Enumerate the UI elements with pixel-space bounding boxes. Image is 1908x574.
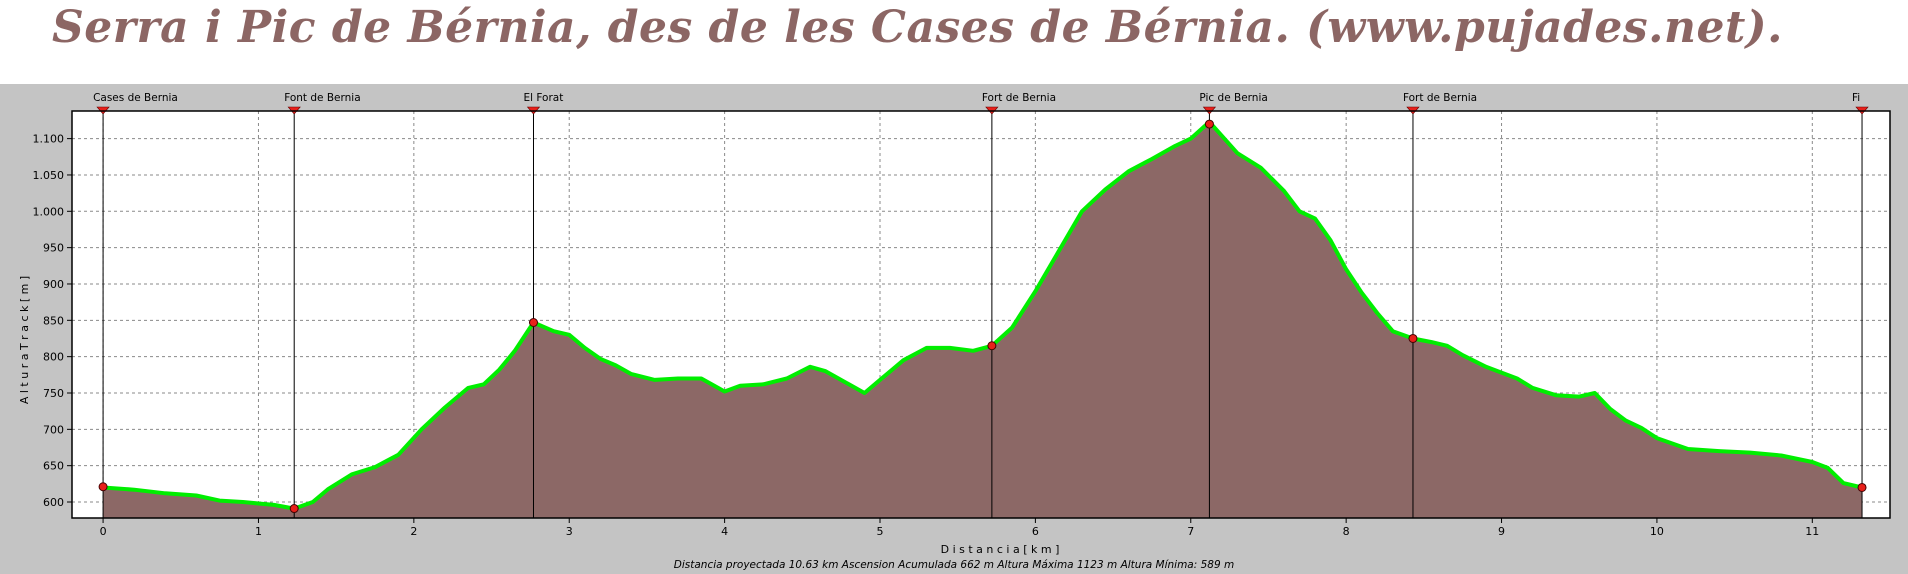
x-tick-label: 4 xyxy=(721,525,728,538)
x-tick-label: 7 xyxy=(1187,525,1194,538)
plot-frame xyxy=(71,110,1891,519)
waypoint-marker xyxy=(1204,119,1214,129)
x-tick-label: 6 xyxy=(1032,525,1039,538)
y-tick-label: 650 xyxy=(43,460,64,473)
waypoint-label: Cases de Bernia xyxy=(93,92,178,104)
y-tick-label: 750 xyxy=(43,387,64,400)
y-tick-label: 700 xyxy=(43,423,64,436)
x-axis-label: D i s t a n c i a [ k m ] xyxy=(941,543,1060,556)
x-tick-label: 5 xyxy=(877,525,884,538)
elevation-area xyxy=(103,121,1863,519)
waypoint-label: Fort de Bernia xyxy=(982,92,1056,104)
elevation-profile-chart: Cases de Bernia Font de Bernia El Forat For… xyxy=(0,84,1908,574)
y-tick-label: 600 xyxy=(43,496,64,509)
title-band: Serra i Pic de Bérnia, des de les Cases … xyxy=(0,0,1908,84)
y-tick-label: 850 xyxy=(43,314,64,327)
waypoint-marker xyxy=(98,482,108,492)
waypoint-label: Fort de Bernia xyxy=(1403,92,1477,104)
waypoint-marker xyxy=(1408,333,1418,343)
waypoint-marker xyxy=(1857,482,1867,492)
y-tick-label: 1.050 xyxy=(33,169,65,182)
x-tick-label: 2 xyxy=(410,525,417,538)
x-tick-label: 11 xyxy=(1805,525,1819,538)
waypoint-label: Pic de Bernia xyxy=(1199,92,1267,104)
y-tick-label: 900 xyxy=(43,278,64,291)
x-tick-label: 3 xyxy=(566,525,573,538)
waypoints: Cases de Bernia Font de Bernia El Forat For… xyxy=(93,92,1869,518)
waypoint-label: Fi xyxy=(1852,92,1860,104)
y-tick-label: 1.100 xyxy=(33,133,65,146)
y-tick-label: 950 xyxy=(43,242,64,255)
axis-ticks: 0 1 2 3 4 5 6 7 8 9 10 11 600 650 700 750 800 850 900 950 1.… xyxy=(33,133,1820,538)
x-tick-label: 0 xyxy=(100,525,107,538)
waypoint-label: Font de Bernia xyxy=(284,92,360,104)
waypoint-marker xyxy=(528,317,538,327)
y-tick-label: 800 xyxy=(43,351,64,364)
x-tick-label: 9 xyxy=(1498,525,1505,538)
track-summary: Distancia proyectada 10.63 km Ascension … xyxy=(674,559,1234,571)
y-tick-label: 1.000 xyxy=(33,205,65,218)
page-title: Serra i Pic de Bérnia, des de les Cases … xyxy=(52,2,1783,53)
x-tick-label: 8 xyxy=(1343,525,1350,538)
waypoint-marker xyxy=(987,341,997,351)
y-axis-label: A l t u r a T r a c k [ m ] xyxy=(18,276,31,404)
x-tick-label: 10 xyxy=(1650,525,1664,538)
waypoint-label: El Forat xyxy=(523,92,563,104)
waypoint-marker xyxy=(289,504,299,514)
x-tick-label: 1 xyxy=(255,525,262,538)
